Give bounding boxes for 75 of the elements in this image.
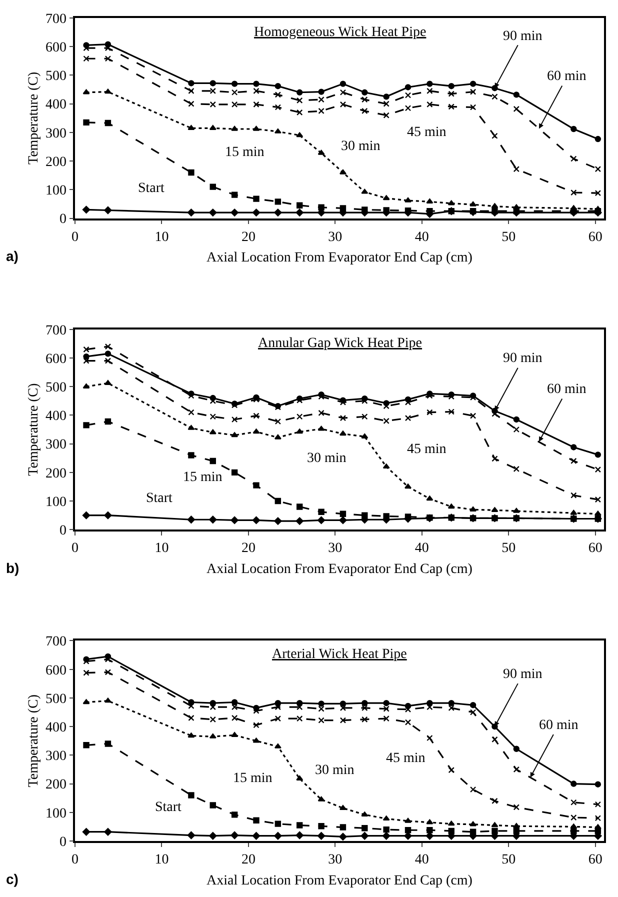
annotation: 45 min (407, 125, 446, 140)
annotation: 90 min (503, 351, 542, 366)
x-tick-label: 50 (502, 230, 516, 245)
y-tick-label: 200 (45, 466, 66, 482)
y-tick-label: 600 (45, 663, 66, 678)
annotation: 60 min (539, 718, 578, 733)
x-tick-label: 0 (72, 852, 78, 868)
y-tick-label: 300 (45, 126, 66, 142)
x-axis-title: Axial Location From Evaporator End Cap (cm) (206, 250, 473, 266)
annotation: 15 min (183, 470, 222, 485)
x-axis-title: Axial Location From Evaporator End Cap (cm) (206, 562, 473, 577)
x-tick-label: 20 (241, 230, 256, 245)
x-tick-label: 60 (588, 852, 602, 868)
x-tick-label: 0 (72, 230, 78, 245)
text: Homogeneous Wick Heat Pipe (254, 25, 426, 40)
annotation: 45 min (386, 751, 426, 766)
annotation: 15 min (225, 145, 264, 160)
y-tick-label: 0 (59, 834, 66, 850)
y-tick-label: 0 (59, 524, 66, 539)
chart-title: Arterial Wick Heat Pipe (272, 647, 407, 662)
annotation: 30 min (307, 451, 346, 466)
text: c) (6, 871, 18, 887)
x-tick-label: 50 (502, 541, 516, 556)
annotation: 45 min (407, 442, 446, 457)
annotation: 90 min (503, 667, 542, 682)
y-axis-title: Temperature (C) (26, 694, 42, 788)
x-tick-label: 30 (328, 541, 342, 556)
x-tick-label: 0 (72, 541, 78, 556)
text: b) (6, 560, 20, 576)
y-tick-label: 500 (45, 692, 66, 707)
x-tick-label: 30 (328, 230, 342, 245)
annotation: 90 min (503, 29, 542, 44)
y-tick-label: 600 (45, 352, 66, 367)
y-tick-label: 100 (45, 806, 66, 822)
y-tick-label: 300 (45, 749, 66, 764)
x-axis-title: Axial Location From Evaporator End Cap (cm) (206, 873, 473, 888)
annotation: 60 min (547, 69, 586, 84)
y-tick-label: 0 (59, 212, 66, 228)
y-tick-label: 200 (45, 154, 66, 170)
x-tick-label: 20 (241, 852, 256, 868)
y-axis-title: Temperature (C) (26, 71, 42, 164)
x-tick-label: 10 (154, 230, 169, 245)
x-tick-label: 10 (154, 541, 169, 556)
x-tick-label: 60 (588, 541, 602, 556)
annotation: Start (146, 491, 173, 506)
y-tick-label: 500 (45, 380, 66, 396)
y-tick-label: 400 (45, 98, 66, 113)
x-tick-label: 30 (328, 852, 342, 868)
y-tick-label: 100 (45, 494, 66, 510)
annotation: 60 min (547, 382, 586, 397)
x-tick-label: 20 (241, 541, 256, 556)
y-tick-label: 300 (45, 438, 66, 453)
text: a) (6, 248, 18, 264)
y-tick-label: 100 (45, 184, 66, 199)
y-tick-label: 600 (45, 40, 66, 56)
x-tick-label: 40 (414, 852, 429, 868)
x-tick-label: 40 (414, 541, 429, 556)
y-tick-label: 400 (45, 409, 66, 424)
y-tick-label: 700 (45, 634, 66, 650)
y-axis-title: Temperature (C) (26, 382, 42, 476)
x-tick-label: 50 (502, 852, 516, 868)
annotation: Start (138, 181, 165, 196)
x-tick-label: 60 (588, 230, 602, 245)
annotation: 15 min (233, 771, 272, 786)
y-tick-label: 700 (45, 12, 66, 27)
y-tick-label: 700 (45, 323, 66, 338)
annotation: 30 min (315, 763, 354, 778)
x-tick-label: 10 (154, 852, 169, 868)
y-tick-label: 400 (45, 720, 66, 736)
x-tick-label: 40 (414, 230, 429, 245)
annotation: Start (155, 800, 182, 815)
y-tick-label: 500 (45, 69, 66, 84)
text: Annular Gap Wick Heat Pipe (258, 336, 422, 351)
y-tick-label: 200 (45, 778, 66, 793)
annotation: 30 min (341, 139, 380, 154)
